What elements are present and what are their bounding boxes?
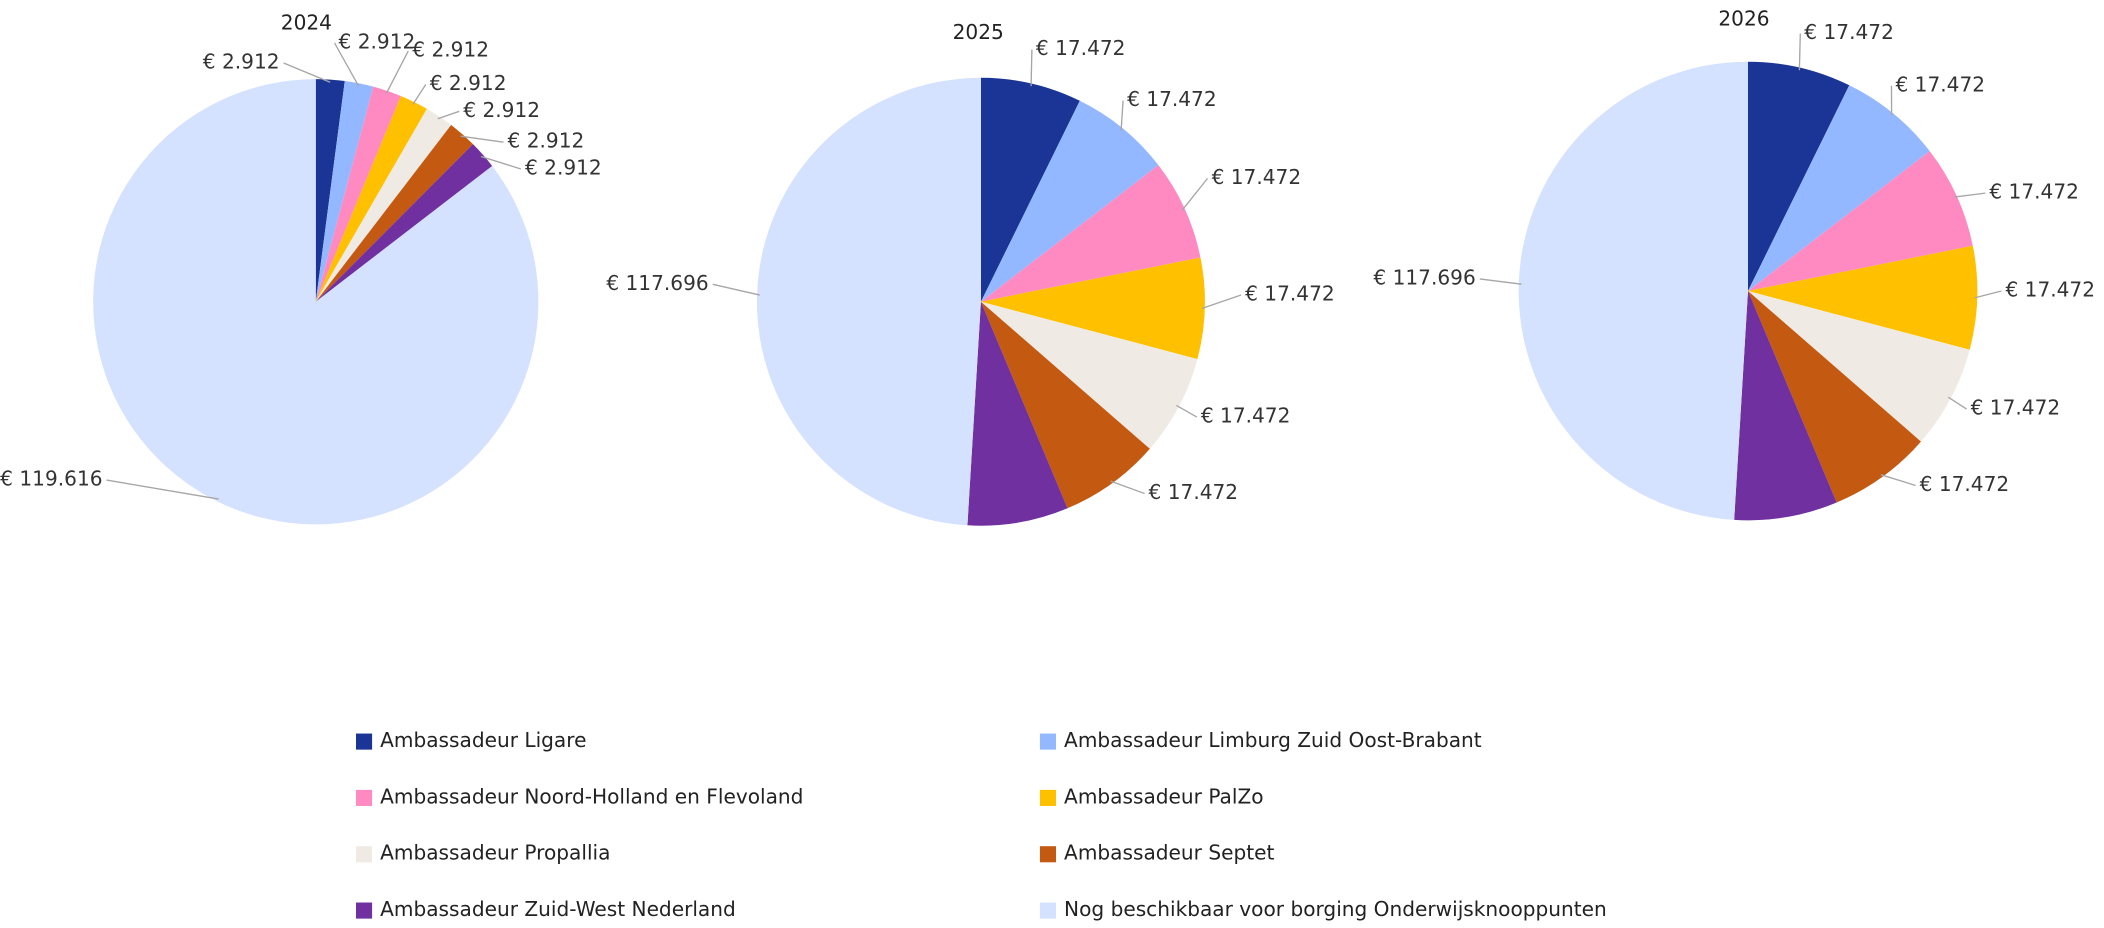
pie-slice	[315, 81, 374, 302]
data-label: € 17.472	[1245, 282, 1335, 306]
leader-line	[1176, 404, 1198, 418]
chart-title: 2026	[1718, 7, 1769, 31]
leader-line	[385, 50, 409, 94]
legend-label: Nog beschikbaar voor borging Onderwijskn…	[1064, 897, 1607, 921]
leader-line	[460, 135, 504, 143]
legend-swatch	[1039, 733, 1057, 750]
data-label: € 117.696	[606, 271, 708, 295]
data-label: € 17.472	[1896, 72, 1986, 96]
legend-swatch	[1039, 846, 1057, 863]
pie-slice	[967, 301, 1068, 526]
data-label: € 17.472	[1036, 36, 1126, 60]
data-label: € 17.472	[2005, 278, 2095, 302]
leader-line	[712, 283, 760, 296]
legend-label: Ambassadeur PalZo	[1064, 784, 1263, 808]
pie-slice	[1748, 61, 1850, 292]
pie-slice	[315, 96, 427, 302]
pie-slice	[1748, 245, 1978, 350]
legend-label: Ambassadeur Noord-Holland en Flevoland	[380, 784, 803, 808]
legend-swatch	[356, 789, 373, 806]
leader-line	[1880, 474, 1916, 487]
legend-swatch	[356, 733, 373, 750]
data-label: € 17.472	[1212, 165, 1302, 189]
pie-slice	[315, 108, 452, 302]
data-label: € 117.696	[1373, 265, 1475, 289]
legend-label: Ambassadeur Propallia	[380, 841, 610, 865]
legend-label: Ambassadeur Zuid-West Nederland	[380, 897, 736, 921]
chart-title: 2025	[953, 20, 1004, 44]
pie-slice	[980, 257, 1205, 360]
legend-label: Ambassadeur Limburg Zuid Oost-Brabant	[1064, 728, 1482, 752]
pie-slice	[980, 100, 1159, 302]
data-label: € 2.912	[412, 37, 489, 61]
pie-slice	[93, 79, 539, 525]
legend-swatch	[1039, 789, 1057, 806]
pie-slice	[315, 79, 345, 302]
data-label: € 2.912	[508, 129, 585, 153]
legend-swatch	[356, 846, 373, 863]
leader-line	[1181, 177, 1209, 211]
data-label: € 2.912	[430, 71, 507, 95]
data-label: € 2.912	[525, 155, 602, 179]
data-label: € 2.912	[203, 50, 280, 74]
pie-slice	[1748, 291, 1921, 503]
pie-slice	[980, 301, 1150, 509]
leader-line	[106, 479, 219, 500]
pie-slice	[1518, 61, 1748, 520]
data-label: € 17.472	[1804, 20, 1894, 44]
pie-slice	[980, 165, 1201, 302]
pie-slice	[756, 77, 981, 526]
data-label: € 17.472	[1201, 404, 1291, 428]
pie-slice	[315, 86, 401, 302]
leader-line	[437, 110, 460, 120]
leader-line	[1947, 396, 1967, 410]
pie-slice	[1748, 151, 1973, 292]
legend-label: Ambassadeur Ligare	[380, 728, 586, 752]
legend-swatch	[1039, 902, 1057, 919]
leader-line	[333, 42, 360, 87]
leader-line	[1030, 49, 1033, 87]
pie-slice	[1748, 85, 1930, 292]
pie-slice	[315, 124, 473, 302]
leader-line	[412, 84, 427, 105]
pie-slice	[1748, 291, 1970, 442]
leader-line	[1798, 33, 1801, 71]
data-label: € 119.616	[0, 467, 102, 491]
leader-line	[1120, 100, 1124, 131]
chart-title: 2024	[281, 11, 332, 35]
data-label: € 17.472	[1127, 87, 1217, 111]
leader-line	[1954, 192, 1986, 198]
leader-line	[1479, 278, 1522, 285]
pie-slice	[980, 301, 1198, 449]
leader-line	[283, 62, 331, 83]
pie-slice	[980, 77, 1080, 302]
leader-line	[1110, 480, 1145, 495]
leader-line	[1974, 290, 2002, 299]
data-label: € 17.472	[1971, 396, 2061, 420]
legend-label: Ambassadeur Septet	[1064, 841, 1274, 865]
pie-slice	[315, 144, 493, 302]
data-label: € 2.912	[339, 29, 416, 53]
data-label: € 17.472	[1920, 472, 2010, 496]
pie-slice	[1734, 291, 1837, 521]
data-label: € 17.472	[1989, 180, 2079, 204]
legend-swatch	[356, 902, 373, 919]
data-label: € 2.912	[463, 98, 540, 122]
leader-line	[480, 155, 522, 170]
data-label: € 17.472	[1149, 480, 1239, 504]
leader-line	[1201, 294, 1242, 310]
